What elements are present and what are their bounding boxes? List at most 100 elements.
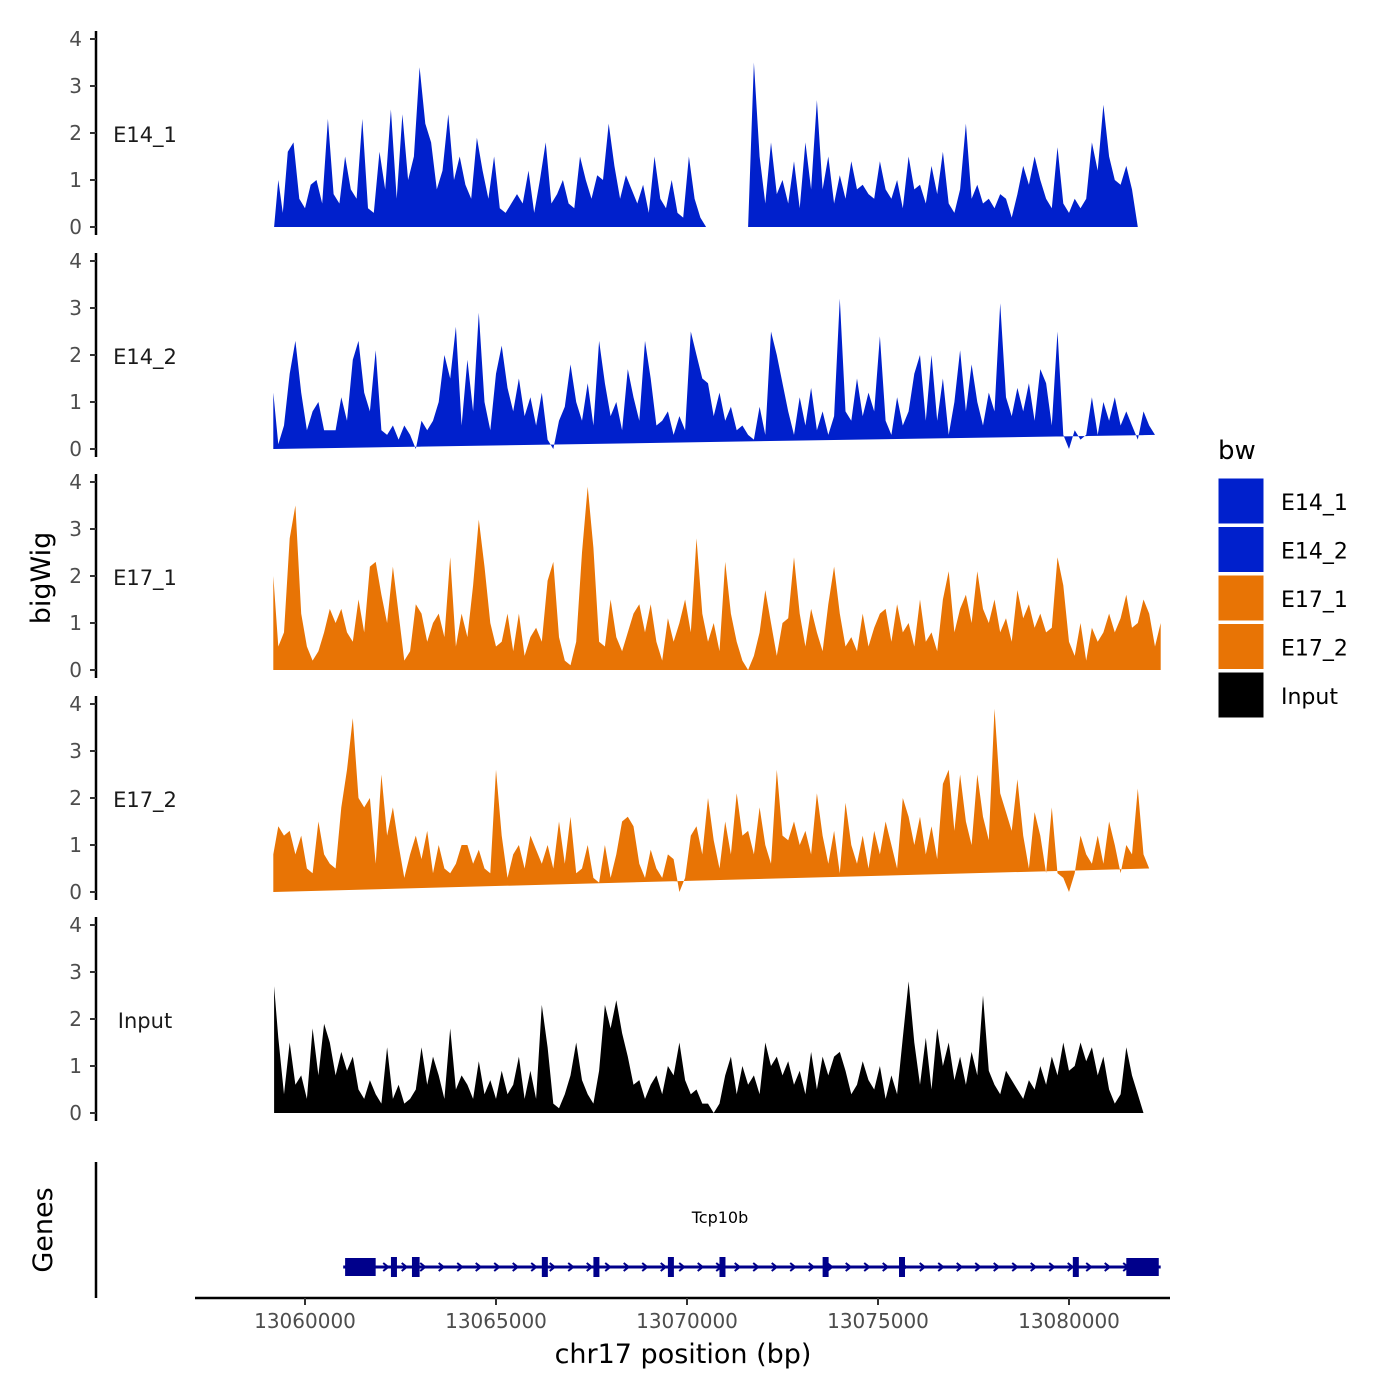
legend-title: bw bbox=[1218, 436, 1256, 466]
y-tick-label: 2 bbox=[69, 786, 82, 810]
strand-arrow bbox=[641, 1262, 649, 1272]
gene-track-title: Genes bbox=[28, 1187, 59, 1272]
gene-exon bbox=[1072, 1257, 1079, 1277]
strand-arrow bbox=[623, 1262, 631, 1272]
gene-exon bbox=[822, 1257, 829, 1277]
strand-arrow bbox=[863, 1262, 871, 1272]
strand-arrow bbox=[845, 1262, 853, 1272]
signal-area-input bbox=[274, 981, 1144, 1113]
tracks-group: 0 1 2 3 4 E14_1 0 1 2 3 4 E14_2 0 1 2 3 4 E17_1 0 1 2 3 4 E17_2… bbox=[69, 27, 1161, 1125]
strand-arrow bbox=[808, 1262, 816, 1272]
strand-arrow bbox=[826, 1262, 834, 1272]
track-label: E17_2 bbox=[113, 788, 177, 813]
strand-arrow bbox=[438, 1262, 446, 1272]
strand-arrow bbox=[771, 1262, 779, 1272]
y-tick-label: 4 bbox=[69, 470, 82, 494]
gene-track: Genes Tcp10b bbox=[28, 1162, 1161, 1298]
gene-exon bbox=[390, 1257, 397, 1277]
strand-arrow bbox=[1085, 1262, 1093, 1272]
strand-arrow bbox=[937, 1262, 945, 1272]
y-tick-label: 1 bbox=[69, 833, 82, 857]
track-label: Input bbox=[118, 1009, 172, 1033]
strand-arrow bbox=[512, 1262, 520, 1272]
y-tick-label: 4 bbox=[69, 27, 82, 51]
track-panel-e14_2: 0 1 2 3 4 E14_2 bbox=[69, 249, 1155, 461]
strand-arrow bbox=[1048, 1262, 1056, 1272]
gene-exon bbox=[345, 1258, 376, 1276]
x-tick-label: 13065000 bbox=[445, 1309, 547, 1333]
legend-label-e17_1: E17_1 bbox=[1281, 588, 1348, 613]
y-tick-label: 2 bbox=[69, 1007, 82, 1031]
strand-arrow bbox=[678, 1262, 686, 1272]
y-tick-label: 3 bbox=[69, 296, 82, 320]
y-tick-label: 3 bbox=[69, 739, 82, 763]
gene-exon bbox=[1126, 1258, 1159, 1276]
strand-arrow bbox=[1067, 1262, 1075, 1272]
legend-label-e17_2: E17_2 bbox=[1281, 637, 1348, 662]
legend-swatch-input bbox=[1217, 671, 1265, 719]
y-tick-label: 4 bbox=[69, 249, 82, 273]
gene-exon bbox=[541, 1257, 548, 1277]
strand-arrow bbox=[734, 1262, 742, 1272]
strand-arrow bbox=[993, 1262, 1001, 1272]
track-panel-e17_2: 0 1 2 3 4 E17_2 bbox=[69, 692, 1150, 904]
strand-arrow bbox=[752, 1262, 760, 1272]
x-tick-label: 13060000 bbox=[254, 1309, 356, 1333]
gene-exon bbox=[411, 1257, 420, 1277]
strand-arrow bbox=[1030, 1262, 1038, 1272]
strand-arrow bbox=[956, 1262, 964, 1272]
y-axis-title: bigWig bbox=[26, 532, 57, 625]
strand-arrow bbox=[549, 1262, 557, 1272]
strand-arrow bbox=[1104, 1262, 1112, 1272]
y-tick-label: 0 bbox=[69, 215, 82, 239]
legend-label-input: Input bbox=[1281, 685, 1338, 710]
strand-arrow bbox=[882, 1262, 890, 1272]
y-tick-label: 4 bbox=[69, 913, 82, 937]
strand-arrow bbox=[586, 1262, 594, 1272]
y-tick-label: 2 bbox=[69, 564, 82, 588]
y-tick-label: 3 bbox=[69, 960, 82, 984]
legend-swatch-e17_2 bbox=[1217, 623, 1265, 670]
y-tick-label: 3 bbox=[69, 517, 82, 541]
x-tick-label: 13080000 bbox=[1018, 1309, 1120, 1333]
strand-arrow bbox=[660, 1262, 668, 1272]
legend-label-e14_1: E14_1 bbox=[1281, 491, 1348, 516]
gene-model bbox=[343, 1257, 1161, 1277]
strand-arrow bbox=[974, 1262, 982, 1272]
legend: bw E14_1 E14_2 E17_1 E17_2 Input bbox=[1217, 436, 1348, 719]
strand-arrow bbox=[456, 1262, 464, 1272]
y-tick-label: 2 bbox=[69, 121, 82, 145]
strand-arrow bbox=[789, 1262, 797, 1272]
y-tick-label: 2 bbox=[69, 343, 82, 367]
track-label: E17_1 bbox=[113, 566, 177, 591]
legend-swatch-e14_1 bbox=[1217, 477, 1265, 525]
legend-swatch-e14_2 bbox=[1217, 526, 1265, 573]
legend-swatch-e17_1 bbox=[1217, 574, 1265, 622]
strand-arrow bbox=[1011, 1262, 1019, 1272]
strand-arrow bbox=[919, 1262, 927, 1272]
gene-exon bbox=[593, 1257, 600, 1277]
y-tick-label: 0 bbox=[69, 437, 82, 461]
track-label: E14_2 bbox=[113, 345, 177, 370]
signal-area-e17_2 bbox=[273, 708, 1150, 892]
track-panel-e17_1: 0 1 2 3 4 E17_1 bbox=[69, 470, 1161, 682]
x-axis: chr17 position (bp) 13060000 13065000 1307… bbox=[195, 1296, 1170, 1370]
signal-area-e17_1 bbox=[273, 486, 1161, 670]
y-tick-label: 1 bbox=[69, 390, 82, 414]
gene-exon bbox=[719, 1257, 726, 1277]
y-tick-label: 0 bbox=[69, 1101, 82, 1125]
x-tick-label: 13070000 bbox=[636, 1309, 738, 1333]
y-tick-label: 4 bbox=[69, 692, 82, 716]
y-tick-label: 0 bbox=[69, 658, 82, 682]
y-tick-label: 1 bbox=[69, 611, 82, 635]
track-panel-input: 0 1 2 3 4 Input bbox=[69, 913, 1144, 1125]
strand-arrow bbox=[475, 1262, 483, 1272]
signal-area-e14_1 bbox=[274, 62, 1138, 227]
strand-arrow bbox=[419, 1262, 427, 1272]
x-tick-label: 13075000 bbox=[827, 1309, 929, 1333]
x-axis-title: chr17 position (bp) bbox=[555, 1339, 812, 1370]
track-label: E14_1 bbox=[113, 123, 177, 148]
strand-arrow bbox=[567, 1262, 575, 1272]
